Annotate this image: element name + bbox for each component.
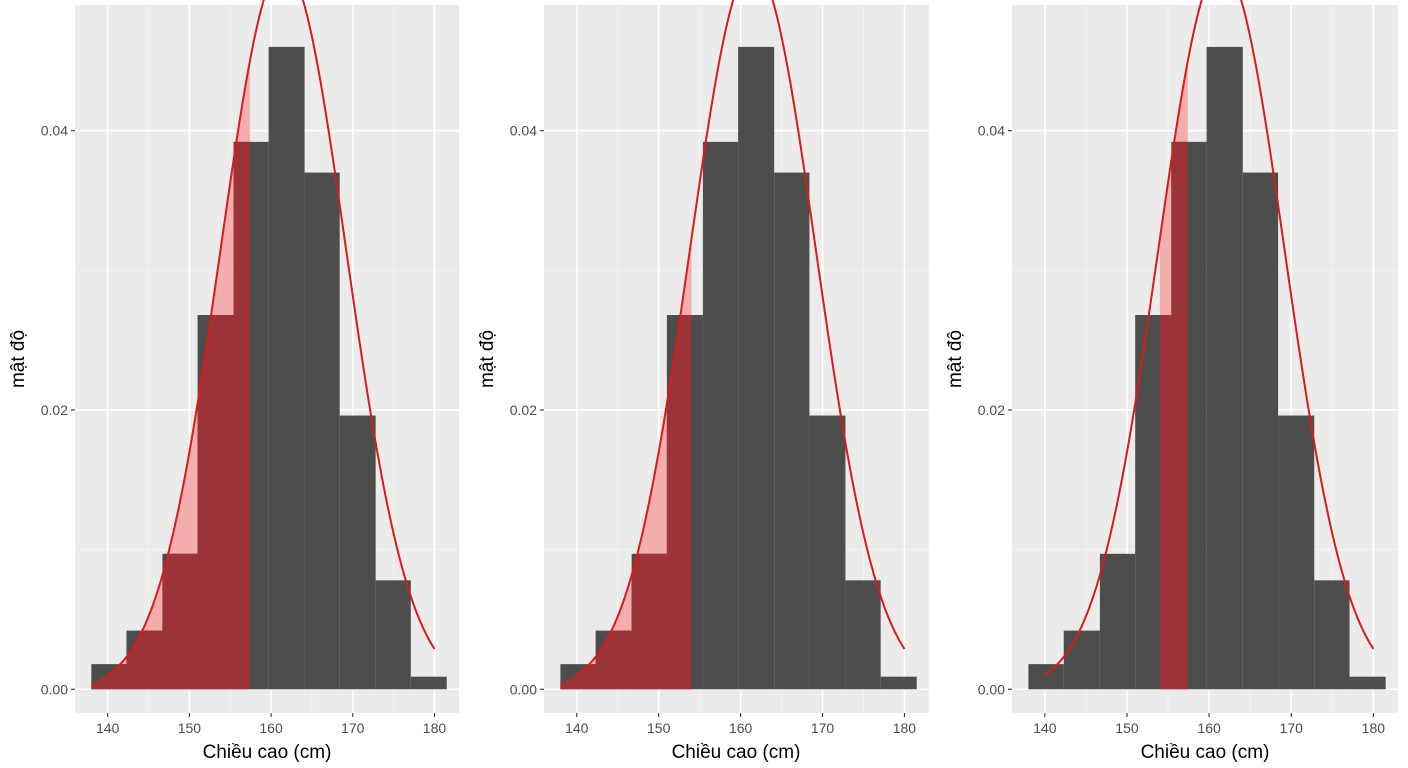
histogram-bar: [738, 46, 775, 690]
shaded-bar-segment: [233, 141, 250, 690]
histogram-bar: [304, 172, 340, 690]
histogram-bar: [774, 172, 810, 690]
x-tick-label: 180: [1362, 720, 1386, 736]
shaded-bar-segment: [560, 664, 596, 690]
axes: 140 150 160 170 180 0.00 0.02 0.04: [978, 123, 1386, 736]
x-axis-title: Chiều cao (cm): [672, 742, 801, 763]
shaded-bar-overlap: [1159, 141, 1188, 690]
density-curve: [1044, 0, 1375, 676]
y-tick-label: 0.02: [510, 402, 537, 418]
histogram-bar: [339, 415, 376, 690]
histogram-bars: [1028, 46, 1386, 690]
histogram-bar: [1063, 630, 1100, 690]
shaded-bar-segment: [162, 553, 198, 690]
histogram-bar: [1242, 172, 1279, 690]
histogram-bar: [375, 580, 411, 690]
axes: 140 150 160 170 180 0.00 0.02 0.04: [41, 123, 447, 736]
histogram-bar: [845, 580, 881, 690]
y-axis-title: mật độ: [477, 330, 498, 388]
x-tick-label: 170: [1280, 720, 1304, 736]
histogram-bar: [1099, 553, 1136, 690]
histogram-bar: [702, 141, 739, 690]
histogram-bar: [1028, 664, 1064, 690]
x-tick-label: 140: [565, 720, 589, 736]
y-tick-label: 0.00: [978, 681, 1005, 697]
x-tick-label: 170: [811, 720, 835, 736]
x-axis-title: Chiều cao (cm): [1141, 742, 1270, 763]
x-tick-label: 180: [423, 720, 447, 736]
y-tick-label: 0.04: [978, 123, 1005, 139]
shaded-bar-segment: [91, 664, 127, 690]
x-tick-label: 160: [729, 720, 753, 736]
x-tick-label: 150: [647, 720, 671, 736]
x-tick-label: 150: [178, 720, 202, 736]
density-curve: [107, 0, 436, 676]
histogram-bar: [1278, 415, 1315, 690]
shaded-bar-overlap: [91, 141, 250, 690]
x-tick-label: 160: [1197, 720, 1221, 736]
y-tick-label: 0.04: [41, 123, 68, 139]
chart-panel-2: 140 150 160 170 180 0.00 0.02 0.04 Chiều cao (cm…: [477, 0, 929, 763]
histogram-bar: [1349, 676, 1386, 690]
axes: 140 150 160 170 180 0.00 0.02 0.04: [510, 123, 917, 736]
histogram-bar: [880, 676, 917, 690]
x-axis-title: Chiều cao (cm): [203, 742, 332, 763]
x-tick-label: 150: [1115, 720, 1139, 736]
chart-panel-3: 140 150 160 170 180 0.00 0.02 0.04 Chiều cao (cm…: [945, 0, 1398, 763]
shaded-bar-segment: [197, 315, 234, 690]
x-tick-label: 180: [893, 720, 917, 736]
y-axis-title: mật độ: [945, 330, 966, 388]
x-tick-label: 160: [259, 720, 283, 736]
y-tick-label: 0.04: [510, 123, 537, 139]
y-axis-title: mật độ: [8, 330, 29, 388]
shaded-bar-overlap: [560, 315, 692, 690]
chart-panel-1: 140 150 160 170 180 0.00 0.02 0.04 Chiều cao (cm…: [8, 0, 459, 763]
shaded-bar-segment: [666, 315, 692, 690]
y-tick-label: 0.02: [41, 402, 68, 418]
y-tick-label: 0.00: [510, 681, 537, 697]
shaded-bar-segment: [631, 553, 667, 690]
shaded-bar-segment: [1159, 315, 1172, 690]
y-tick-label: 0.02: [978, 402, 1005, 418]
histogram-bar: [1206, 46, 1243, 690]
x-tick-label: 140: [1033, 720, 1057, 736]
x-tick-label: 140: [96, 720, 120, 736]
histogram-bar: [809, 415, 846, 690]
histogram-bar: [268, 46, 305, 690]
histogram-bar: [1314, 580, 1350, 690]
x-tick-label: 170: [341, 720, 365, 736]
histogram-bar: [410, 676, 447, 690]
shaded-bar-segment: [1171, 141, 1188, 690]
y-tick-label: 0.00: [41, 681, 68, 697]
density-curve: [576, 0, 906, 676]
